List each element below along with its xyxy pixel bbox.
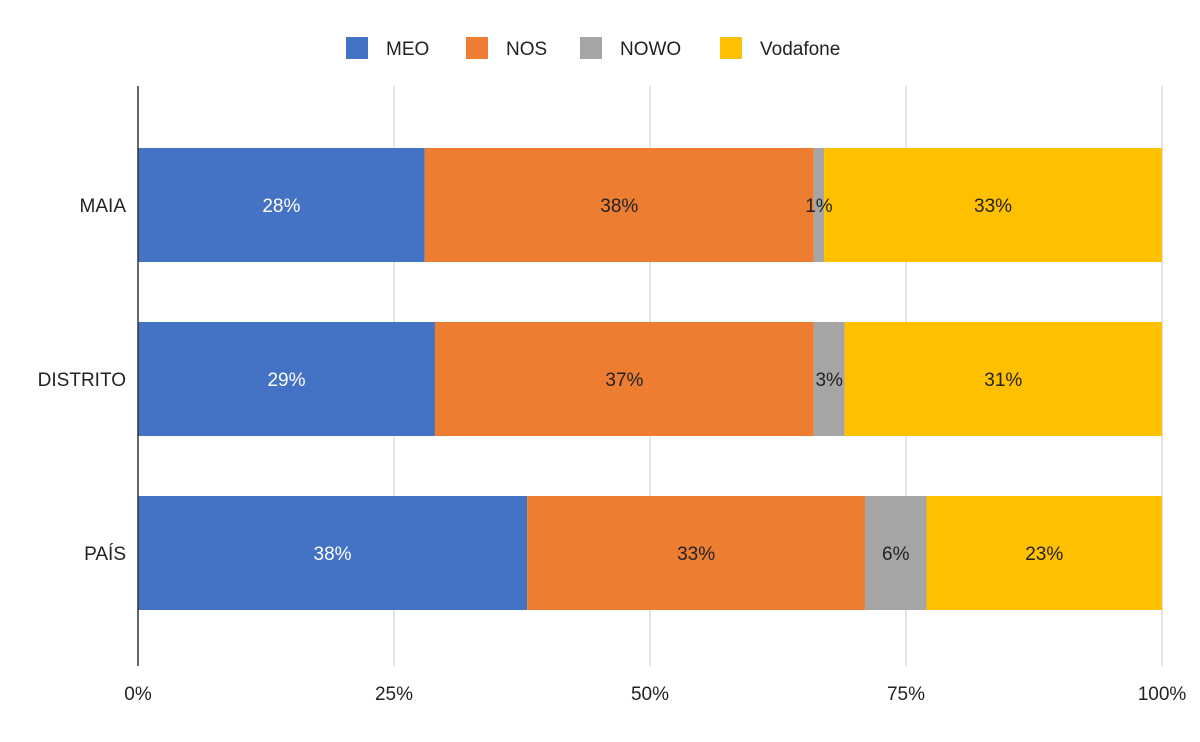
bar-pais-meo	[138, 496, 528, 610]
data-label-pais-vodafone: 23%	[1025, 544, 1063, 565]
bar-pais-nowo	[865, 496, 927, 610]
legend-swatch-vodafone	[720, 37, 742, 59]
legend-item-meo: MEO	[346, 37, 429, 60]
legend-label-nowo: NOWO	[620, 39, 681, 60]
x-tick-label-75: 75%	[887, 684, 925, 705]
category-label-maia: MAIA	[80, 196, 127, 217]
legend-swatch-meo	[346, 37, 368, 59]
data-label-pais-nowo: 6%	[882, 544, 910, 565]
data-label-maia-meo: 28%	[262, 196, 300, 217]
legend: MEO NOS NOWO Vodafone	[346, 37, 840, 60]
data-label-pais-meo: 38%	[314, 544, 352, 565]
legend-swatch-nowo	[580, 37, 602, 59]
data-label-maia-vodafone: 33%	[974, 196, 1012, 217]
legend-label-vodafone: Vodafone	[760, 39, 840, 60]
data-label-distrito-vodafone: 31%	[984, 370, 1022, 391]
bar-distrito-vodafone	[844, 322, 1162, 436]
legend-item-nowo: NOWO	[580, 37, 681, 60]
legend-label-nos: NOS	[506, 39, 547, 60]
data-label-maia-nos: 38%	[600, 196, 638, 217]
bar-maia-nowo	[813, 148, 825, 262]
bar-distrito-nos	[434, 322, 814, 436]
x-tick-label-0: 0%	[124, 684, 152, 705]
legend-label-meo: MEO	[386, 39, 429, 60]
x-tick-label-50: 50%	[631, 684, 669, 705]
bar-maia-nos	[424, 148, 814, 262]
x-tick-labels: 0% 25% 50% 75% 100%	[124, 684, 1186, 705]
bar-maia-meo	[138, 148, 425, 262]
bar-distrito-meo	[138, 322, 435, 436]
category-label-distrito: DISTRITO	[38, 370, 126, 391]
category-label-pais: PAÍS	[84, 544, 126, 565]
data-label-distrito-nos: 37%	[605, 370, 643, 391]
bar-pais-nos	[527, 496, 866, 610]
legend-swatch-nos	[466, 37, 488, 59]
legend-item-vodafone: Vodafone	[720, 37, 840, 60]
data-label-maia-nowo: 1%	[805, 196, 833, 217]
bar-maia-vodafone	[824, 148, 1162, 262]
bar-distrito-nowo	[813, 322, 845, 436]
category-labels: MAIA DISTRITO PAÍS	[38, 196, 127, 565]
data-label-distrito-meo: 29%	[267, 370, 305, 391]
data-label-pais-nos: 33%	[677, 544, 715, 565]
bars: 28% 38% 1% 33% 29% 37% 3% 31% 38% 33% 6% 23%	[138, 148, 1162, 610]
data-label-distrito-nowo: 3%	[815, 370, 843, 391]
x-tick-label-25: 25%	[375, 684, 413, 705]
bar-pais-vodafone	[926, 496, 1162, 610]
legend-item-nos: NOS	[466, 37, 547, 60]
x-tick-label-100: 100%	[1138, 684, 1187, 705]
